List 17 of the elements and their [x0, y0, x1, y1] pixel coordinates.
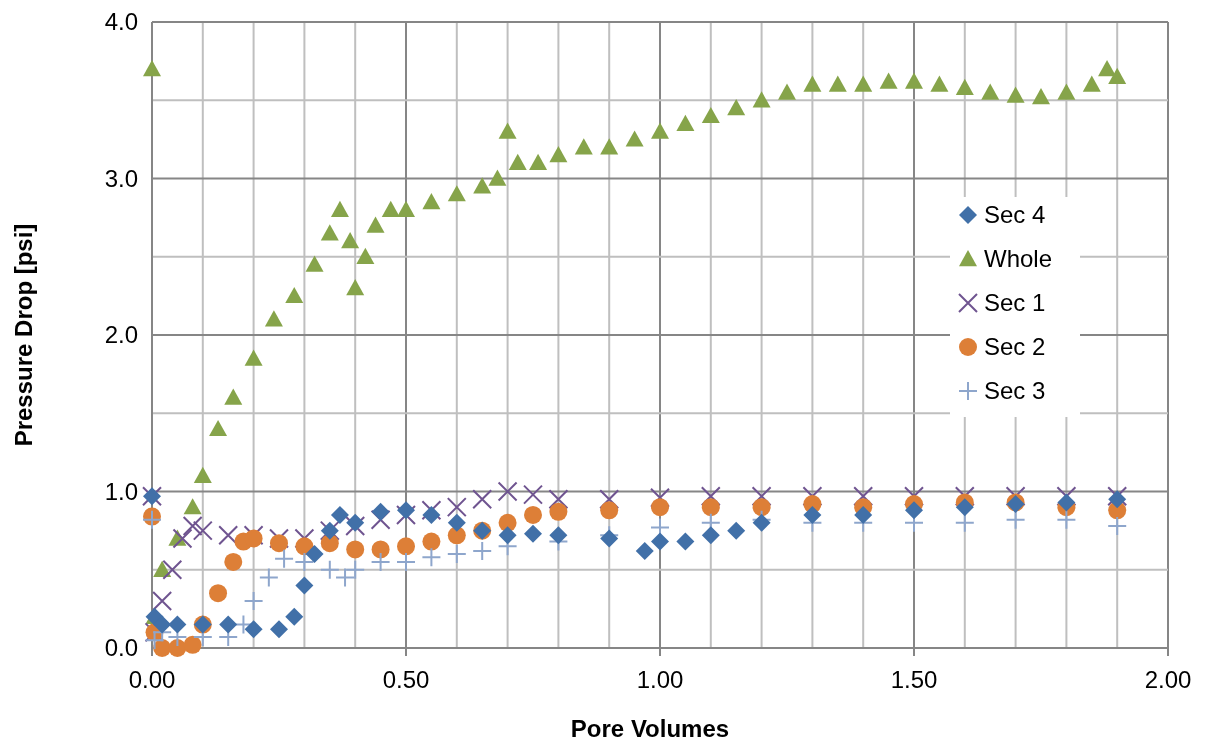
- x-tick-label: 2.00: [1144, 666, 1192, 693]
- y-tick-label: 0.0: [104, 634, 138, 661]
- legend-label: Sec 3: [984, 377, 1046, 404]
- y-tick-label: 3.0: [104, 164, 138, 192]
- y-tick-label: 4.0: [104, 8, 138, 35]
- x-tick-label: 1.50: [890, 666, 938, 693]
- y-tick-label: 1.0: [104, 477, 138, 505]
- y-tick-label: 2.0: [104, 321, 138, 348]
- x-axis-title: Pore Volumes: [570, 715, 730, 742]
- legend-label: Whole: [984, 245, 1053, 272]
- legend-label: Sec 2: [984, 333, 1046, 360]
- x-tick-label: 0.50: [382, 666, 430, 693]
- x-tick-label: 0.00: [128, 666, 176, 693]
- y-axis-title: Pressure Drop [psi]: [10, 223, 37, 447]
- legend-label: Sec 4: [984, 201, 1046, 228]
- x-tick-label: 1.00: [636, 666, 684, 693]
- legend-label: Sec 1: [984, 289, 1046, 316]
